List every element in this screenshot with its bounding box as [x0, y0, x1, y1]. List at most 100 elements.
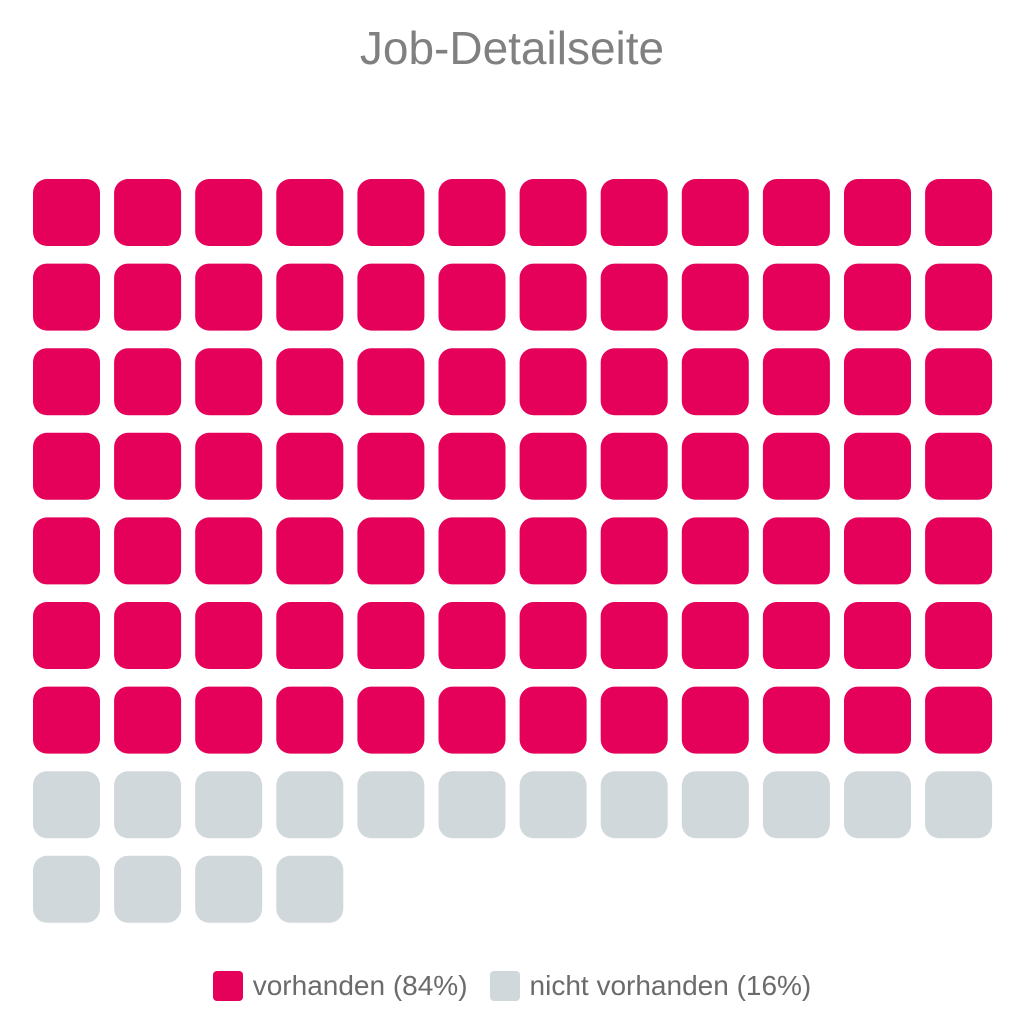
- waffle-cell-present: [357, 348, 425, 416]
- waffle-cell-present: [762, 179, 830, 246]
- waffle-cell-present: [33, 263, 100, 331]
- waffle-cell-present: [519, 432, 587, 500]
- legend-label-absent: nicht vorhanden (16%): [529, 970, 812, 1001]
- waffle-cell-present: [195, 348, 263, 416]
- waffle-cell-present: [925, 179, 993, 246]
- waffle-cell-present: [195, 179, 263, 246]
- waffle-cell-present: [681, 517, 749, 585]
- legend-item-present: vorhanden (84%): [212, 966, 468, 1006]
- waffle-cell-present: [519, 602, 587, 669]
- legend: vorhanden (84%) nicht vorhanden (16%): [0, 966, 1024, 1006]
- waffle-cell-absent: [33, 771, 100, 839]
- waffle-cell-present: [357, 263, 425, 331]
- waffle-cell-present: [844, 432, 911, 500]
- waffle-cell-present: [357, 179, 425, 246]
- legend-label-present: vorhanden (84%): [252, 970, 468, 1001]
- waffle-cell-present: [438, 686, 506, 754]
- waffle-cell-present: [114, 602, 182, 669]
- waffle-cell-present: [276, 686, 344, 754]
- waffle-cell-present: [114, 517, 182, 585]
- waffle-cell-present: [33, 432, 100, 500]
- waffle-cell-absent: [925, 771, 993, 839]
- waffle-cell-present: [276, 602, 344, 669]
- waffle-cell-present: [762, 263, 830, 331]
- legend-swatch-absent: [489, 971, 520, 1001]
- waffle-cell-absent: [519, 771, 587, 839]
- waffle-cell-present: [681, 686, 749, 754]
- waffle-cell-present: [762, 602, 830, 669]
- waffle-cell-absent: [114, 771, 182, 839]
- waffle-cell-present: [114, 432, 182, 500]
- waffle-cell-present: [114, 348, 182, 416]
- waffle-cell-present: [762, 517, 830, 585]
- waffle-cell-present: [33, 686, 100, 754]
- waffle-cell-present: [681, 348, 749, 416]
- waffle-cell-present: [600, 602, 668, 669]
- waffle-cell-present: [33, 602, 100, 669]
- waffle-cell-present: [276, 432, 344, 500]
- waffle-cell-present: [844, 263, 911, 331]
- waffle-cell-absent: [276, 855, 344, 923]
- waffle-cell-present: [195, 602, 263, 669]
- waffle-cell-present: [844, 348, 911, 416]
- waffle-cell-present: [844, 602, 911, 669]
- waffle-cell-present: [438, 602, 506, 669]
- waffle-cell-present: [438, 348, 506, 416]
- waffle-cell-present: [357, 517, 425, 585]
- waffle-cell-present: [519, 348, 587, 416]
- waffle-cell-absent: [357, 771, 425, 839]
- waffle-cell-present: [925, 432, 993, 500]
- waffle-cell-present: [925, 348, 993, 416]
- waffle-cell-present: [33, 179, 100, 246]
- waffle-cell-present: [438, 179, 506, 246]
- waffle-cell-present: [519, 686, 587, 754]
- waffle-cell-present: [762, 686, 830, 754]
- waffle-cell-present: [33, 348, 100, 416]
- waffle-cell-present: [114, 686, 182, 754]
- waffle-cell-present: [114, 179, 182, 246]
- waffle-cell-present: [438, 517, 506, 585]
- waffle-cell-present: [600, 432, 668, 500]
- waffle-cell-present: [276, 263, 344, 331]
- waffle-cell-present: [195, 517, 263, 585]
- waffle-cell-present: [357, 602, 425, 669]
- waffle-cell-present: [438, 263, 506, 331]
- waffle-cell-present: [681, 263, 749, 331]
- waffle-cell-present: [33, 517, 100, 585]
- waffle-cell-present: [600, 517, 668, 585]
- legend-swatch-present: [212, 971, 243, 1001]
- waffle-cell-present: [600, 348, 668, 416]
- waffle-cell-present: [276, 517, 344, 585]
- waffle-cell-present: [114, 263, 182, 331]
- waffle-cell-present: [600, 179, 668, 246]
- waffle-cell-absent: [681, 771, 749, 839]
- waffle-cell-present: [681, 602, 749, 669]
- waffle-cell-absent: [195, 771, 263, 839]
- waffle-cell-present: [519, 517, 587, 585]
- waffle-cell-present: [195, 432, 263, 500]
- waffle-cell-present: [681, 432, 749, 500]
- waffle-cell-absent: [600, 771, 668, 839]
- chart-title: Job-Detailseite: [359, 22, 665, 74]
- waffle-cell-present: [925, 602, 993, 669]
- waffle-cell-present: [925, 686, 993, 754]
- waffle-cell-absent: [438, 771, 506, 839]
- waffle-cell-absent: [276, 771, 344, 839]
- waffle-cell-present: [276, 179, 344, 246]
- waffle-cell-present: [519, 179, 587, 246]
- waffle-cell-present: [600, 686, 668, 754]
- waffle-cell-absent: [33, 855, 100, 923]
- waffle-cell-absent: [195, 855, 263, 923]
- waffle-cell-present: [681, 179, 749, 246]
- waffle-cell-present: [844, 686, 911, 754]
- waffle-cell-present: [925, 263, 993, 331]
- waffle-cell-present: [357, 686, 425, 754]
- waffle-cell-absent: [114, 855, 182, 923]
- waffle-cell-present: [600, 263, 668, 331]
- waffle-cell-present: [844, 517, 911, 585]
- legend-item-absent: nicht vorhanden (16%): [489, 966, 812, 1006]
- waffle-cell-present: [195, 263, 263, 331]
- waffle-cell-present: [762, 432, 830, 500]
- waffle-cell-present: [844, 179, 911, 246]
